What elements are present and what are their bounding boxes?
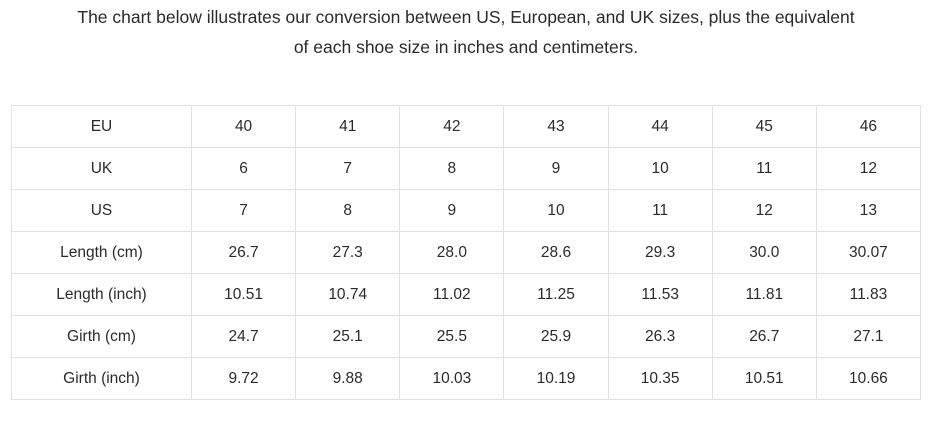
intro-line-2: of each shoe size in inches and centimet… [293, 37, 639, 57]
value-cell: 9.72 [190, 357, 297, 400]
value-cell: 10 [503, 189, 609, 232]
value-cell: 11.53 [607, 273, 713, 316]
row-label-cell: Length (inch) [11, 273, 192, 316]
value-cell: 26.7 [711, 315, 817, 358]
value-cell: 9 [503, 147, 609, 190]
row-label-cell: UK [11, 147, 192, 190]
value-cell: 41 [295, 105, 401, 148]
value-cell: 6 [190, 147, 297, 190]
value-cell: 9.88 [295, 357, 401, 400]
value-cell: 10 [607, 147, 713, 190]
value-cell: 27.3 [295, 231, 401, 274]
intro-line-1: The chart below illustrates our conversi… [77, 7, 855, 27]
value-cell: 24.7 [190, 315, 297, 358]
row-label-cell: EU [11, 105, 192, 148]
value-cell: 11.83 [815, 273, 922, 316]
value-cell: 28.0 [399, 231, 505, 274]
value-cell: 26.7 [190, 231, 297, 274]
value-cell: 44 [607, 105, 713, 148]
value-cell: 46 [815, 105, 922, 148]
value-cell: 12 [815, 147, 922, 190]
value-cell: 12 [711, 189, 817, 232]
value-cell: 11.25 [503, 273, 609, 316]
size-conversion-table-body: EU 40 41 42 43 44 45 46 UK 6 7 8 9 10 11 12 US 7 8 9 10 11 12 1… [11, 105, 922, 400]
value-cell: 40 [190, 105, 297, 148]
value-cell: 42 [399, 105, 505, 148]
value-cell: 10.74 [295, 273, 401, 316]
table-row: Length (inch) 10.51 10.74 11.02 11.25 11.53 11… [11, 273, 922, 316]
value-cell: 10.19 [503, 357, 609, 400]
table-row: UK 6 7 8 9 10 11 12 [11, 147, 922, 190]
value-cell: 10.51 [711, 357, 817, 400]
value-cell: 25.5 [399, 315, 505, 358]
value-cell: 28.6 [503, 231, 609, 274]
table-row: US 7 8 9 10 11 12 13 [11, 189, 922, 232]
value-cell: 10.66 [815, 357, 922, 400]
row-label-cell: Girth (inch) [11, 357, 192, 400]
value-cell: 8 [399, 147, 505, 190]
intro-text: The chart below illustrates our conversi… [0, 0, 932, 62]
value-cell: 10.35 [607, 357, 713, 400]
value-cell: 7 [190, 189, 297, 232]
value-cell: 29.3 [607, 231, 713, 274]
value-cell: 25.1 [295, 315, 401, 358]
value-cell: 11 [711, 147, 817, 190]
table-row: Length (cm) 26.7 27.3 28.0 28.6 29.3 30.0 30.07 [11, 231, 922, 274]
value-cell: 27.1 [815, 315, 922, 358]
value-cell: 26.3 [607, 315, 713, 358]
value-cell: 13 [815, 189, 922, 232]
value-cell: 11.81 [711, 273, 817, 316]
value-cell: 43 [503, 105, 609, 148]
value-cell: 9 [399, 189, 505, 232]
row-label-cell: Girth (cm) [11, 315, 192, 358]
value-cell: 30.0 [711, 231, 817, 274]
size-conversion-table-container: EU 40 41 42 43 44 45 46 UK 6 7 8 9 10 11 12 US 7 8 9 10 11 12 1… [11, 105, 922, 400]
value-cell: 8 [295, 189, 401, 232]
value-cell: 30.07 [815, 231, 922, 274]
value-cell: 10.03 [399, 357, 505, 400]
value-cell: 45 [711, 105, 817, 148]
value-cell: 7 [295, 147, 401, 190]
row-label-cell: US [11, 189, 192, 232]
value-cell: 10.51 [190, 273, 297, 316]
size-conversion-table: EU 40 41 42 43 44 45 46 UK 6 7 8 9 10 11 12 US 7 8 9 10 11 12 1… [11, 105, 922, 400]
table-row: Girth (cm) 24.7 25.1 25.5 25.9 26.3 26.7 27.1 [11, 315, 922, 358]
value-cell: 25.9 [503, 315, 609, 358]
row-label-cell: Length (cm) [11, 231, 192, 274]
value-cell: 11 [607, 189, 713, 232]
value-cell: 11.02 [399, 273, 505, 316]
table-row: Girth (inch) 9.72 9.88 10.03 10.19 10.35 10.51… [11, 357, 922, 400]
table-row: EU 40 41 42 43 44 45 46 [11, 105, 922, 148]
